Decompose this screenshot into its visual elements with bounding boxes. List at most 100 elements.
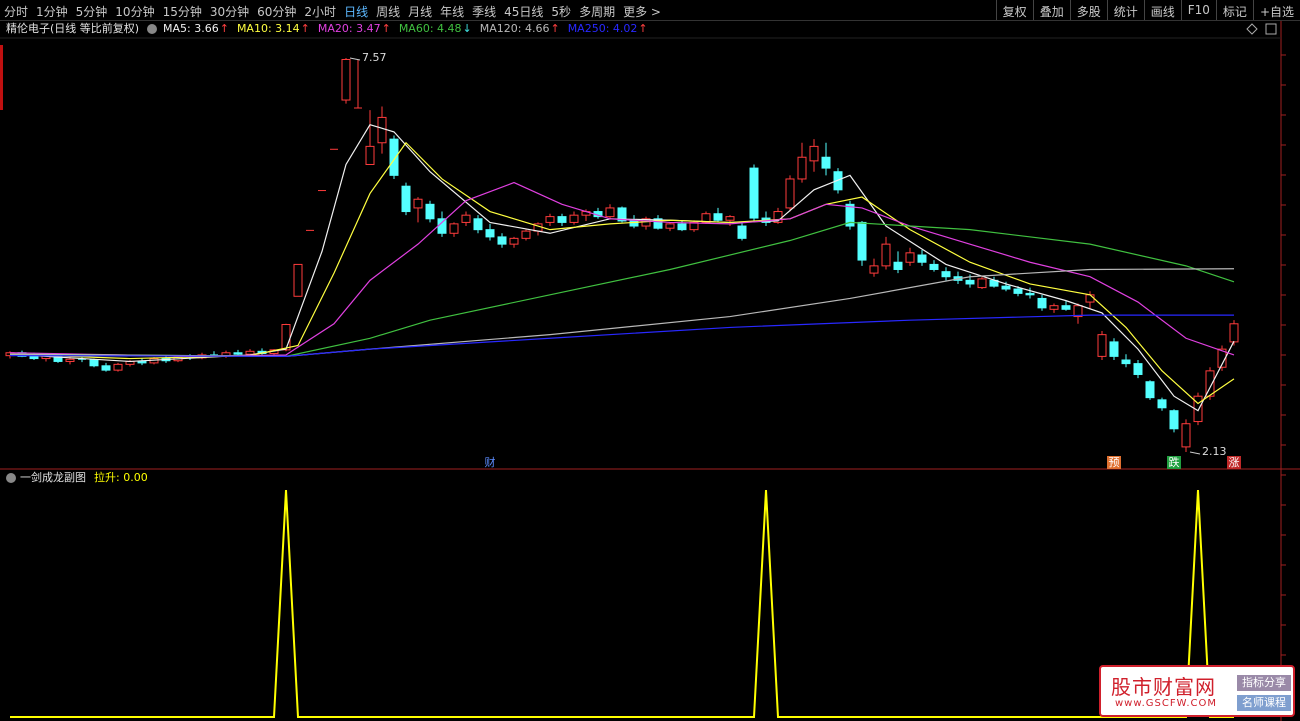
toolbar-button[interactable]: 5分钟 xyxy=(75,5,108,19)
candle-body xyxy=(1109,341,1119,357)
toolbar-button[interactable]: 更多 > xyxy=(623,5,661,19)
legend-entry: MA20: 3.47 xyxy=(318,22,381,35)
panel-title: 一剑成龙副图 xyxy=(20,470,86,484)
toolbar-button[interactable]: 日线 xyxy=(344,5,369,19)
candle-body xyxy=(629,220,639,227)
watermark-tag: 指标分享 xyxy=(1237,675,1291,691)
candle-body xyxy=(905,252,915,263)
candle-body xyxy=(1169,410,1179,430)
annotation-arrow xyxy=(349,57,361,61)
candle-body xyxy=(1073,305,1083,318)
candle-body xyxy=(437,218,447,234)
candle-body xyxy=(1205,370,1215,397)
toolbar-button[interactable]: 45日线 xyxy=(504,5,544,19)
candle-body xyxy=(713,213,723,221)
toolbar-button[interactable]: 10分钟 xyxy=(115,5,155,19)
toolbar-button[interactable]: 年线 xyxy=(440,5,465,19)
toolbar-button[interactable]: 多周期 xyxy=(579,5,616,19)
candle-body xyxy=(617,207,627,222)
toolbar-button[interactable]: 叠加 xyxy=(1032,0,1070,20)
candle-body xyxy=(893,261,903,270)
ma-line xyxy=(9,314,1234,357)
candle-body xyxy=(29,355,39,360)
candle-body xyxy=(1037,297,1047,309)
watermark: 股市财富网 www.GSCFW.COM 指标分享 名师课程 xyxy=(1099,665,1295,717)
chart-title: 精伦电子(日线 等比前复权) xyxy=(6,21,139,35)
candle-body xyxy=(785,178,795,209)
candle-body xyxy=(1121,359,1131,365)
event-marker xyxy=(1227,456,1241,469)
candle-body xyxy=(101,365,111,371)
toolbar-button[interactable]: 复权 xyxy=(995,0,1033,20)
toolbar-button[interactable]: 分时 xyxy=(4,5,29,19)
candle-body xyxy=(1145,381,1155,399)
toolbar-button[interactable]: F10 xyxy=(1180,0,1216,20)
candle-body xyxy=(869,265,879,274)
candle-body xyxy=(1181,423,1191,448)
icon[interactable] xyxy=(1246,23,1258,35)
candle-body xyxy=(725,216,735,221)
legend-entry: MA5: 3.66 xyxy=(163,22,219,35)
indicator-line xyxy=(10,489,1234,718)
toolbar-button[interactable]: 2小时 xyxy=(304,5,337,19)
ma-line xyxy=(9,221,1235,357)
toolbar-button[interactable]: 季线 xyxy=(472,5,497,19)
toolbar-button[interactable]: 1分钟 xyxy=(36,5,68,19)
candle-body xyxy=(509,237,519,245)
toolbar-button[interactable]: 画线 xyxy=(1143,0,1181,20)
event-label: 预 xyxy=(1109,456,1120,469)
candle-body xyxy=(401,185,411,213)
candle-body xyxy=(425,203,435,220)
candle-body xyxy=(449,223,459,234)
candle-body xyxy=(281,324,291,351)
candle-body xyxy=(413,198,423,209)
candle-body xyxy=(881,243,891,267)
candle-body xyxy=(1085,294,1095,303)
candle-body xyxy=(233,352,243,355)
candle-body xyxy=(569,214,579,223)
candle-body xyxy=(485,229,495,238)
candle-body xyxy=(1157,399,1167,409)
candle-body xyxy=(557,216,567,223)
legend-entry: MA10: 3.14 xyxy=(237,22,300,35)
ma-line xyxy=(9,141,1235,405)
candle-body xyxy=(341,58,351,101)
toolbar-button[interactable]: 多股 xyxy=(1069,0,1107,20)
candle-body xyxy=(1229,323,1239,343)
candle-body xyxy=(377,116,387,144)
candle-body xyxy=(737,225,747,239)
toolbar-button[interactable]: +自选 xyxy=(1252,0,1300,20)
toolbar-button[interactable]: 15分钟 xyxy=(162,5,202,19)
candle-body xyxy=(1097,334,1107,357)
candle-body xyxy=(845,203,855,227)
candle-body xyxy=(605,207,615,218)
candle-body xyxy=(293,263,303,297)
legend-entry: 拉升: 0.00 xyxy=(94,470,148,484)
toolbar-button[interactable]: 月线 xyxy=(408,5,433,19)
icon[interactable] xyxy=(6,473,16,483)
toolbar-button[interactable]: 60分钟 xyxy=(257,5,297,19)
legend-trend: ↑ xyxy=(550,22,559,35)
candle-body xyxy=(1133,363,1143,375)
watermark-tag: 名师课程 xyxy=(1237,695,1291,711)
candle-body xyxy=(245,350,255,355)
event-marker xyxy=(1107,456,1121,469)
legend-trend: ↓ xyxy=(463,22,472,35)
toolbar-button[interactable]: 标记 xyxy=(1215,0,1253,20)
candle-body xyxy=(89,359,99,367)
icon[interactable] xyxy=(1265,23,1277,35)
event-label: 财 xyxy=(485,455,496,469)
toolbar-button[interactable]: 周线 xyxy=(376,5,401,19)
ma-line xyxy=(9,181,1235,357)
candle-body xyxy=(389,138,399,176)
watermark-name: 股市财富网 xyxy=(1111,675,1216,699)
toolbar-button[interactable]: 5秒 xyxy=(551,5,572,19)
tool-buttons: 复权 叠加 多股 统计 画线 F10 标记 +自选 xyxy=(995,0,1300,20)
period-tabs: 分时 1分钟 5分钟 10分钟 15分钟 30分钟 60分钟 2小时 日线 周线 月线 年线 季线 45日… xyxy=(0,0,665,20)
icon[interactable] xyxy=(147,24,157,34)
toolbar-button[interactable]: 30分钟 xyxy=(209,5,250,19)
toolbar-button[interactable]: 统计 xyxy=(1106,0,1144,20)
candle-body xyxy=(797,156,807,180)
candle-body xyxy=(1061,305,1071,310)
